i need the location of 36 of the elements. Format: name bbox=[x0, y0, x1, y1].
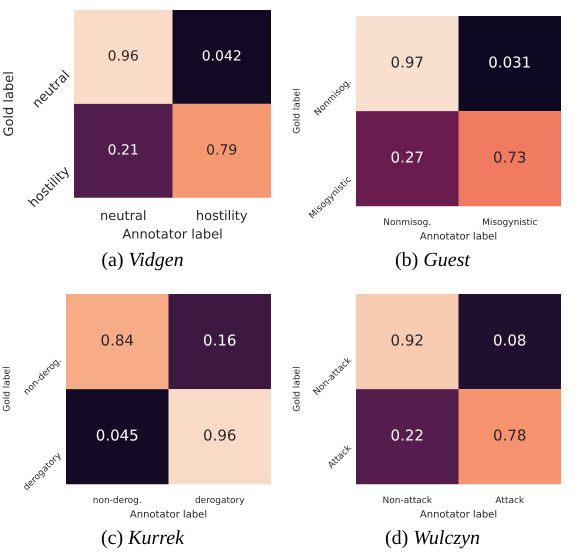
data-label: 0.73 bbox=[493, 148, 526, 167]
data-label: 0.22 bbox=[390, 426, 424, 445]
data-label: 0.92 bbox=[390, 331, 424, 350]
data-label: 0.96 bbox=[203, 426, 236, 445]
x-tick-label: Non-attack bbox=[382, 496, 433, 506]
x-axis-title: Annotator label bbox=[122, 228, 223, 243]
x-tick-label: hostility bbox=[196, 208, 248, 224]
x-tick-label: Attack bbox=[495, 496, 525, 506]
data-label: 0.84 bbox=[100, 331, 134, 350]
x-tick-label: derogatory bbox=[194, 496, 246, 506]
data-label: 0.27 bbox=[390, 148, 424, 167]
x-axis-title: Annotator label bbox=[420, 232, 498, 243]
x-tick-label: Nonmisog. bbox=[383, 218, 432, 228]
y-axis-title: Gold label bbox=[2, 71, 18, 137]
y-axis-title: Gold label bbox=[2, 366, 13, 412]
x-axis-title: Annotator label bbox=[130, 510, 208, 521]
data-label: 0.042 bbox=[202, 48, 242, 65]
text: (d) Wulczyn bbox=[385, 527, 480, 549]
data-label: 0.78 bbox=[493, 426, 526, 445]
y-axis-title: Gold label bbox=[292, 88, 303, 134]
x-tick-label: Misogynistic bbox=[482, 218, 538, 228]
x-tick-label: non-derog. bbox=[92, 496, 142, 506]
text: (c) Kurrek bbox=[100, 527, 184, 549]
data-label: 0.21 bbox=[108, 142, 139, 158]
data-label: 0.97 bbox=[390, 53, 424, 72]
data-label: 0.16 bbox=[203, 331, 236, 350]
y-axis-title: Gold label bbox=[292, 366, 303, 412]
x-tick-label: neutral bbox=[100, 208, 146, 224]
data-label: 0.96 bbox=[108, 48, 139, 65]
text: (a) Vidgen bbox=[101, 249, 184, 271]
data-label: 0.79 bbox=[206, 142, 238, 158]
data-label: 0.045 bbox=[96, 426, 139, 445]
data-label: 0.08 bbox=[493, 331, 526, 350]
text: (b) Guest bbox=[395, 249, 470, 271]
x-axis-title: Annotator label bbox=[420, 510, 498, 521]
data-label: 0.031 bbox=[488, 53, 532, 72]
